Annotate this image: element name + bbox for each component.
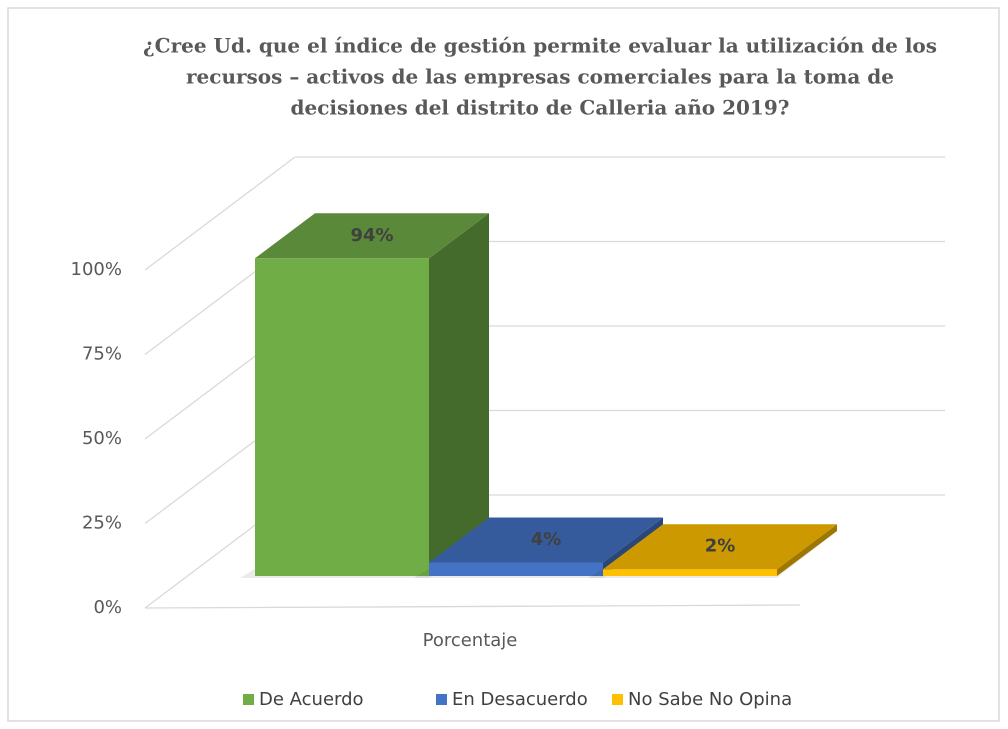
legend-swatch bbox=[436, 694, 447, 705]
floor-edge bbox=[144, 604, 801, 609]
data-label: 4% bbox=[531, 529, 562, 550]
legend-label: De Acuerdo bbox=[259, 689, 364, 710]
legend-swatch bbox=[612, 694, 623, 705]
y-tick-label: 75% bbox=[82, 344, 122, 365]
y-tick-label: 100% bbox=[71, 259, 122, 280]
bar-front bbox=[255, 258, 429, 576]
bar-front bbox=[603, 569, 777, 576]
bar-top bbox=[255, 213, 489, 259]
bar-side bbox=[429, 213, 489, 576]
chart-title: decisiones del distrito de Calleria año … bbox=[291, 96, 790, 120]
bar-side bbox=[777, 524, 837, 576]
y-tick-label: 0% bbox=[93, 597, 122, 618]
chart-title: ¿Cree Ud. que el índice de gestión permi… bbox=[143, 34, 937, 58]
y-tick-label: 25% bbox=[82, 513, 122, 534]
x-tick-label: Porcentaje bbox=[423, 630, 518, 651]
legend-label: En Desacuerdo bbox=[452, 689, 588, 710]
y-tick-label: 50% bbox=[82, 428, 122, 449]
data-label: 94% bbox=[350, 225, 393, 246]
legend-label: No Sabe No Opina bbox=[628, 689, 792, 710]
chart-title: recursos – activos de las empresas comer… bbox=[186, 65, 894, 89]
chart-border bbox=[7, 7, 1000, 722]
grid-line bbox=[144, 156, 296, 271]
data-label: 2% bbox=[705, 536, 736, 557]
bar-front bbox=[429, 562, 603, 576]
legend-swatch bbox=[243, 694, 254, 705]
bar-top bbox=[603, 524, 837, 570]
bar-top bbox=[429, 517, 663, 563]
